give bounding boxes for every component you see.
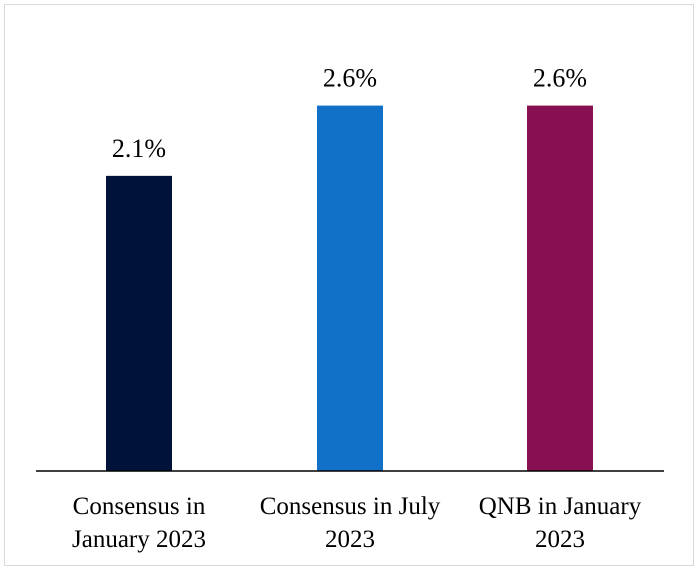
category-label-3-line-1: QNB in January bbox=[479, 493, 642, 520]
bar-1 bbox=[106, 175, 172, 471]
bar-2 bbox=[317, 105, 383, 471]
data-label-3: 2.6% bbox=[533, 64, 587, 93]
category-label-2: Consensus in July 2023 bbox=[260, 493, 441, 553]
data-label-1: 2.1% bbox=[112, 134, 166, 163]
category-label-1-line-2: January 2023 bbox=[72, 526, 206, 553]
value-labels-group: 2.1% 2.6% 2.6% bbox=[112, 64, 587, 163]
bars-group bbox=[106, 105, 593, 471]
data-label-2: 2.6% bbox=[323, 64, 377, 93]
category-label-3: QNB in January 2023 bbox=[479, 493, 642, 553]
category-label-1-line-1: Consensus in bbox=[73, 493, 206, 520]
bar-3 bbox=[527, 105, 593, 471]
category-labels-group: Consensus in January 2023 Consensus in Jul… bbox=[72, 493, 642, 553]
category-label-3-line-2: 2023 bbox=[535, 526, 585, 553]
category-label-2-line-1: Consensus in July bbox=[260, 493, 441, 520]
category-label-1: Consensus in January 2023 bbox=[72, 493, 206, 553]
category-label-2-line-2: 2023 bbox=[325, 526, 375, 553]
